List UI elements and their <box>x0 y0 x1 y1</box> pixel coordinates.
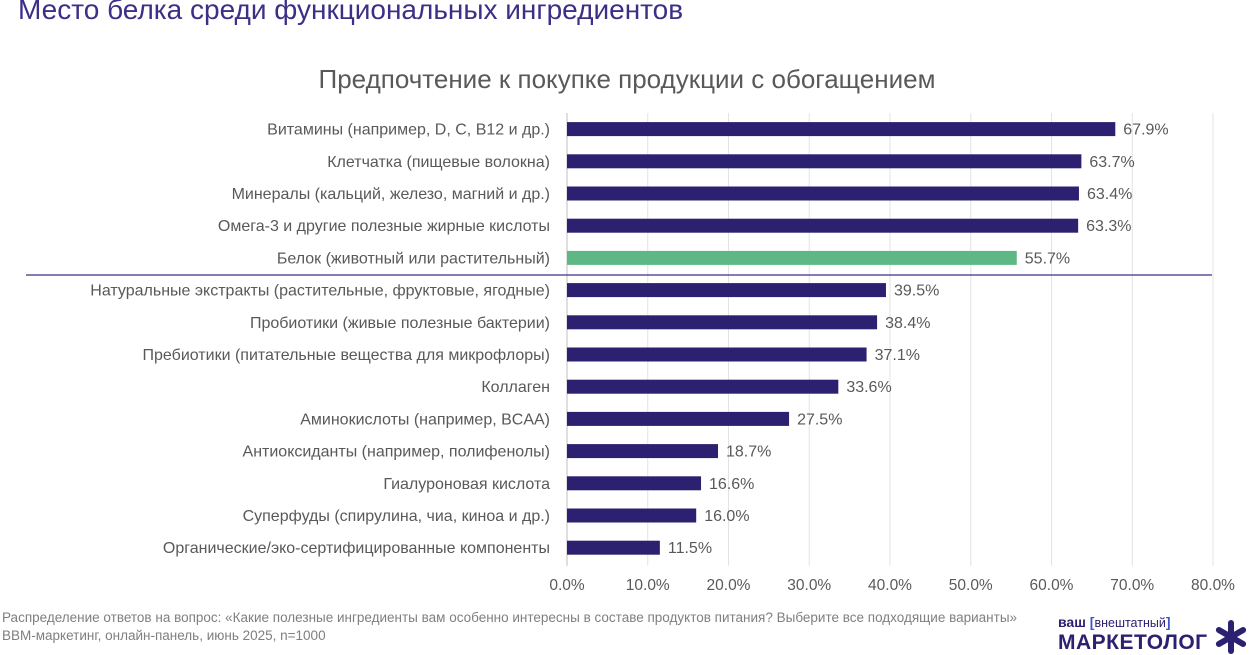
data-label: 55.7% <box>1025 250 1070 267</box>
category-label: Клетчатка (пищевые волокна) <box>327 154 550 171</box>
category-label: Минералы (кальций, железо, магний и др.) <box>232 186 550 203</box>
bar <box>567 411 790 426</box>
logo-top-line: ваш [внештатный] <box>1058 614 1171 630</box>
data-label: 27.5% <box>797 411 842 428</box>
category-label: Витамины (например, D, C, B12 и др.) <box>267 122 550 139</box>
category-label: Антиоксиданты (например, полифенолы) <box>243 444 550 461</box>
brand-logo: ваш [внештатный] МАРКЕТОЛОГ <box>1058 614 1248 654</box>
bar <box>567 218 1079 233</box>
x-tick-label: 30.0% <box>787 577 831 594</box>
footnote: Распределение ответов на вопрос: «Какие … <box>2 610 1018 643</box>
logo-word: ваш <box>1058 614 1086 630</box>
chart-title: Предпочтение к покупке продукции с обога… <box>318 64 936 94</box>
x-tick-label: 50.0% <box>949 577 993 594</box>
x-tick-label: 10.0% <box>626 577 670 594</box>
x-tick-label: 40.0% <box>868 577 912 594</box>
category-label: Пребиотики (питательные вещества для мик… <box>143 347 550 364</box>
category-label: Пробиотики (живые полезные бактерии) <box>250 315 550 332</box>
bar <box>567 379 839 394</box>
category-label: Белок (животный или растительный) <box>277 250 550 267</box>
data-label: 38.4% <box>885 315 930 332</box>
category-label: Гиалуроновая кислота <box>383 476 550 493</box>
bar <box>567 122 1116 137</box>
data-label: 33.6% <box>846 379 891 396</box>
category-label: Омега-3 и другие полезные жирные кислоты <box>218 218 550 235</box>
data-label: 63.4% <box>1087 186 1132 203</box>
data-label: 63.7% <box>1089 154 1134 171</box>
data-label: 11.5% <box>668 540 712 557</box>
bar <box>567 347 867 362</box>
logo-bracket-open: [ <box>1089 614 1095 630</box>
logo-main-word: МАРКЕТОЛОГ <box>1058 631 1208 654</box>
bar <box>567 283 886 298</box>
logo-subtitle: внештатный <box>1094 616 1166 630</box>
bar <box>567 154 1082 169</box>
bar-chart: 0.0% 10.0% 20.0% 30.0% 40.0% 50.0% 60.0% 70.0% 8… <box>26 113 1235 594</box>
data-label: 18.7% <box>726 444 771 461</box>
data-label: 67.9% <box>1123 122 1168 139</box>
x-tick-label: 70.0% <box>1110 577 1154 594</box>
x-tick-label: 0.0% <box>549 577 585 594</box>
category-label: Суперфуды (спирулина, чиа, киноа и др.) <box>243 508 550 525</box>
category-label: Натуральные экстракты (растительные, фру… <box>90 283 550 300</box>
bar <box>567 476 702 491</box>
category-label: Аминокислоты (например, BCAA) <box>300 411 550 428</box>
data-label: 16.6% <box>709 476 754 493</box>
data-label: 63.3% <box>1086 218 1131 235</box>
data-label: 39.5% <box>894 283 939 300</box>
x-tick-label: 20.0% <box>707 577 751 594</box>
bar <box>567 540 660 555</box>
bar <box>567 444 719 459</box>
page-title: Место белка среди функциональных ингреди… <box>18 0 684 25</box>
asterisk-icon <box>1215 620 1247 654</box>
category-label: Коллаген <box>481 379 550 396</box>
bar <box>567 186 1079 201</box>
logo-bracket-close: ] <box>1165 614 1171 630</box>
bar <box>567 315 878 330</box>
bar <box>567 250 1017 265</box>
bar <box>567 508 697 523</box>
x-tick-label: 80.0% <box>1191 577 1235 594</box>
category-label: Органические/эко-сертифицированные компо… <box>163 540 550 557</box>
data-label: 37.1% <box>875 347 920 364</box>
data-label: 16.0% <box>704 508 749 525</box>
x-tick-label: 60.0% <box>1030 577 1074 594</box>
